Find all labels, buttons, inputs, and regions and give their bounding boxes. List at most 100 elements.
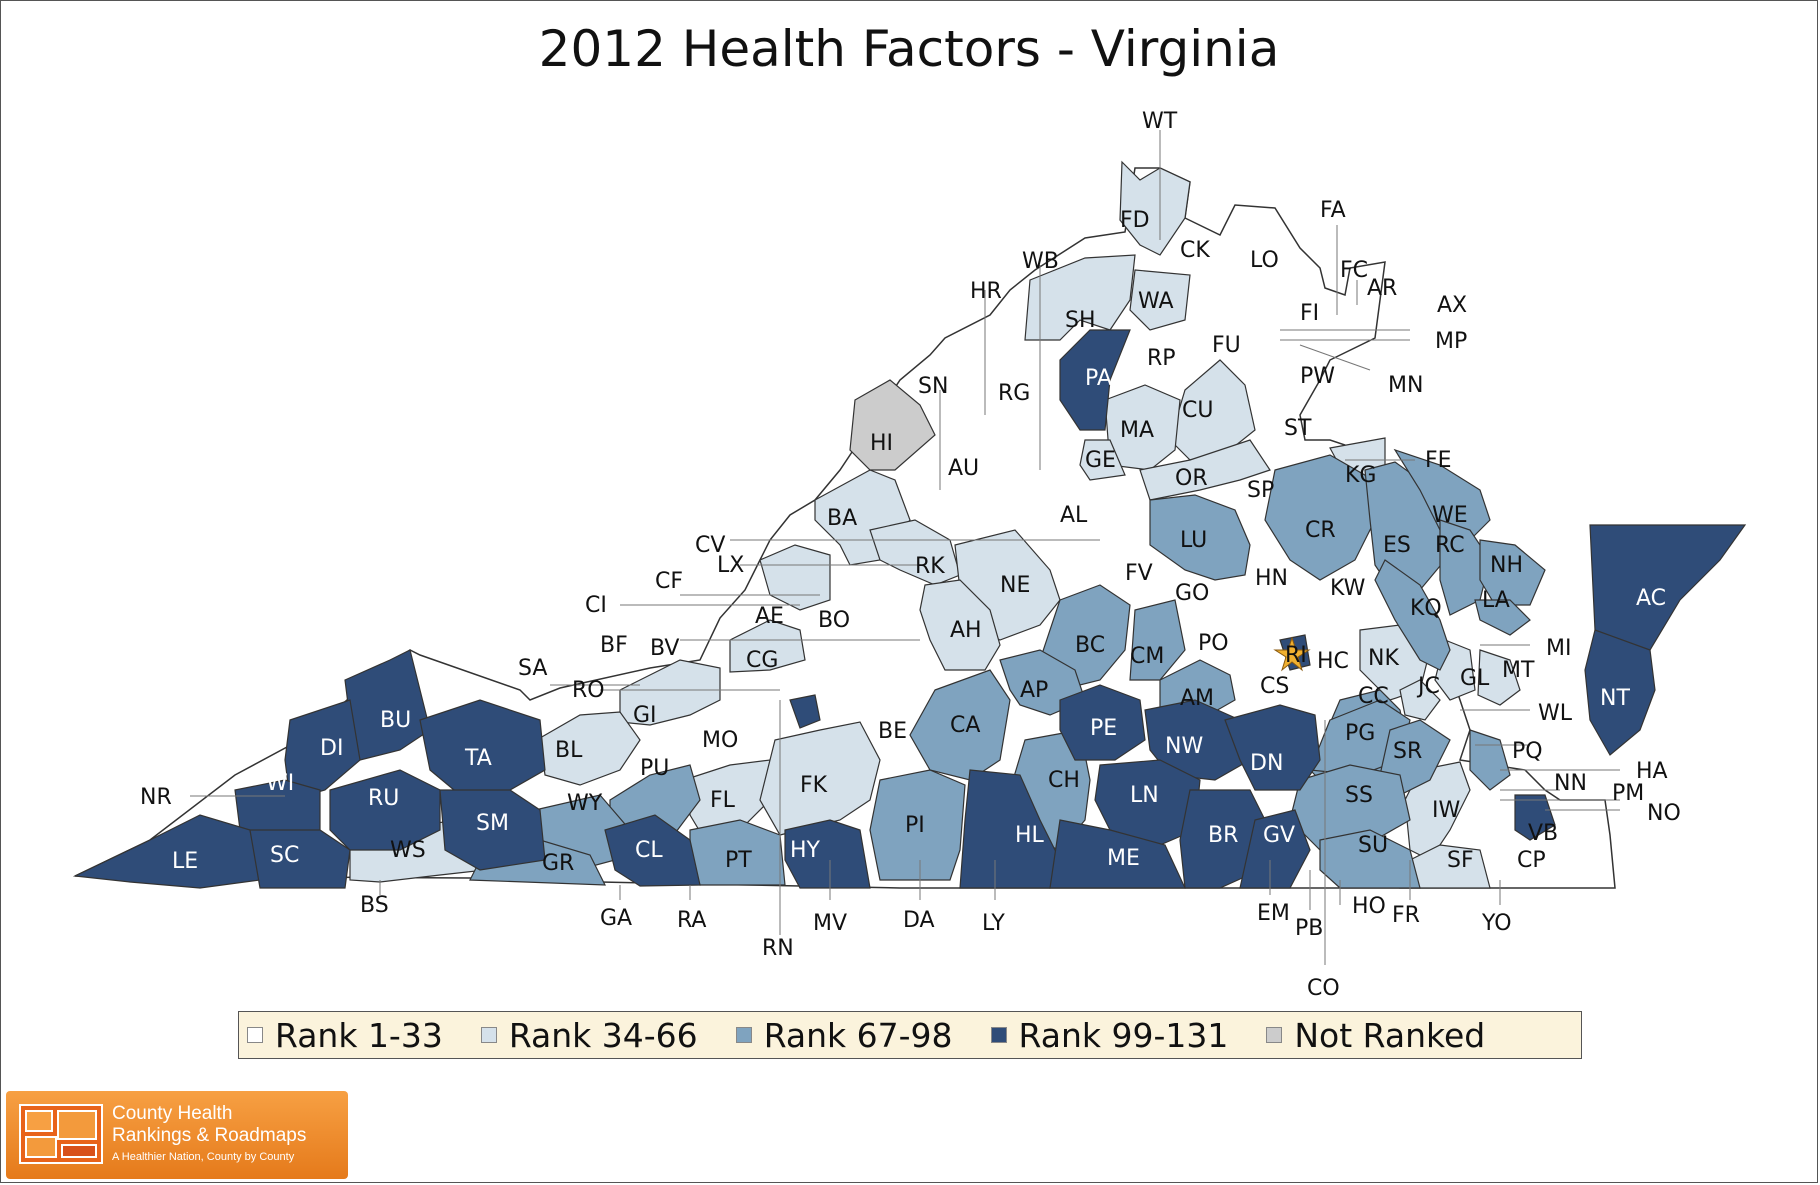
logo-line-1: County Health xyxy=(112,1103,233,1124)
label-MO: MO xyxy=(702,728,738,753)
county-TA xyxy=(419,699,546,796)
label-FU: FU xyxy=(1212,333,1241,358)
county-health-rankings-logo[interactable]: County Health Rankings & Roadmaps A Heal… xyxy=(6,1091,348,1179)
label-CI: CI xyxy=(585,593,607,618)
label-BR: BR xyxy=(1208,823,1238,848)
county-ME xyxy=(1049,819,1186,889)
label-GV: GV xyxy=(1263,823,1295,848)
label-AM: AM xyxy=(1180,686,1214,711)
label-KW: KW xyxy=(1330,576,1366,601)
county-SM xyxy=(439,789,546,871)
label-RN: RN xyxy=(762,936,794,961)
label-FL: FL xyxy=(710,788,736,813)
label-FE: FE xyxy=(1425,448,1452,473)
label-CG: CG xyxy=(746,648,778,673)
label-DI: DI xyxy=(320,736,343,761)
label-PM: PM xyxy=(1612,781,1644,806)
label-IW: IW xyxy=(1432,798,1460,823)
label-WB: WB xyxy=(1022,249,1059,274)
county-WE xyxy=(1393,448,1491,541)
legend-label: Rank 99-131 xyxy=(1018,1015,1229,1055)
label-DN: DN xyxy=(1250,751,1283,776)
label-MA: MA xyxy=(1120,418,1154,443)
county-WA xyxy=(1129,269,1191,331)
label-AH: AH xyxy=(950,618,982,643)
label-HN: HN xyxy=(1255,566,1288,591)
county-NH xyxy=(1479,539,1546,606)
label-OR: OR xyxy=(1175,466,1208,491)
county-PA xyxy=(1059,329,1131,431)
label-PT: PT xyxy=(725,848,752,873)
label-AP: AP xyxy=(1020,678,1048,703)
label-LY: LY xyxy=(982,911,1005,936)
county-PE xyxy=(1059,684,1146,761)
label-PQ: PQ xyxy=(1512,739,1543,764)
label-HA: HA xyxy=(1636,759,1668,784)
label-HL: HL xyxy=(1015,823,1045,848)
label-NN: NN xyxy=(1554,771,1587,796)
label-RC: RC xyxy=(1435,533,1465,558)
county-GE xyxy=(1079,439,1126,481)
label-RO: RO xyxy=(572,678,605,703)
label-SF: SF xyxy=(1447,848,1474,873)
label-RK: RK xyxy=(915,554,945,579)
county-RN xyxy=(789,694,821,729)
county-RU xyxy=(329,769,441,851)
label-WE: WE xyxy=(1432,503,1468,528)
map-title: 2012 Health Factors - Virginia xyxy=(538,20,1280,78)
label-AL: AL xyxy=(1060,503,1088,528)
county-DI xyxy=(284,699,361,801)
legend-swatch xyxy=(735,1027,752,1043)
legend-item-rank-99-131: Rank 99-131 xyxy=(990,1015,1229,1055)
label-HY: HY xyxy=(790,838,821,863)
label-CH: CH xyxy=(1048,768,1080,793)
label-AU: AU xyxy=(948,456,979,481)
label-LE: LE xyxy=(172,849,198,874)
label-ME: ME xyxy=(1107,846,1140,871)
county-FL xyxy=(689,759,771,841)
label-SN: SN xyxy=(918,374,948,399)
label-PO: PO xyxy=(1198,631,1229,656)
label-GA: GA xyxy=(600,906,632,931)
logo-line-2: Rankings & Roadmaps xyxy=(112,1125,307,1146)
label-SP: SP xyxy=(1247,478,1274,503)
label-PB: PB xyxy=(1295,916,1323,941)
label-WL: WL xyxy=(1538,701,1573,726)
label-SA: SA xyxy=(518,656,547,681)
legend-label: Rank 67-98 xyxy=(763,1015,953,1055)
county-NW xyxy=(1144,699,1251,781)
label-HR: HR xyxy=(970,279,1002,304)
label-BL: BL xyxy=(555,738,583,763)
label-FV: FV xyxy=(1125,561,1153,586)
county-GV xyxy=(1239,809,1311,889)
legend-item-rank-67-98: Rank 67-98 xyxy=(735,1015,953,1055)
label-KG: KG xyxy=(1345,463,1376,488)
label-TA: TA xyxy=(464,746,492,771)
legend-label: Rank 1-33 xyxy=(275,1015,443,1055)
label-GI: GI xyxy=(633,703,657,728)
label-GR: GR xyxy=(542,851,574,876)
label-SS: SS xyxy=(1345,783,1373,808)
label-SU: SU xyxy=(1358,833,1388,858)
label-PG: PG xyxy=(1345,721,1375,746)
label-LX: LX xyxy=(717,553,744,578)
county-FK xyxy=(759,721,881,836)
label-BU: BU xyxy=(380,708,411,733)
label-SM: SM xyxy=(476,811,509,836)
label-CC: CC xyxy=(1358,684,1389,709)
label-BA: BA xyxy=(827,506,857,531)
legend-item-not-ranked: Not Ranked xyxy=(1266,1016,1485,1055)
label-CV: CV xyxy=(695,533,725,558)
county-LN xyxy=(1094,759,1201,846)
label-FC: FC xyxy=(1340,258,1368,283)
label-GL: GL xyxy=(1460,666,1490,691)
label-PW: PW xyxy=(1300,364,1335,389)
label-NT: NT xyxy=(1600,686,1630,711)
county-CA xyxy=(909,669,1011,781)
legend-item-rank-34-66: Rank 34-66 xyxy=(480,1016,698,1055)
county-LA xyxy=(1474,599,1531,636)
legend-label: Not Ranked xyxy=(1294,1015,1486,1055)
label-PE: PE xyxy=(1090,716,1117,741)
logo-map-icon xyxy=(19,1104,103,1164)
